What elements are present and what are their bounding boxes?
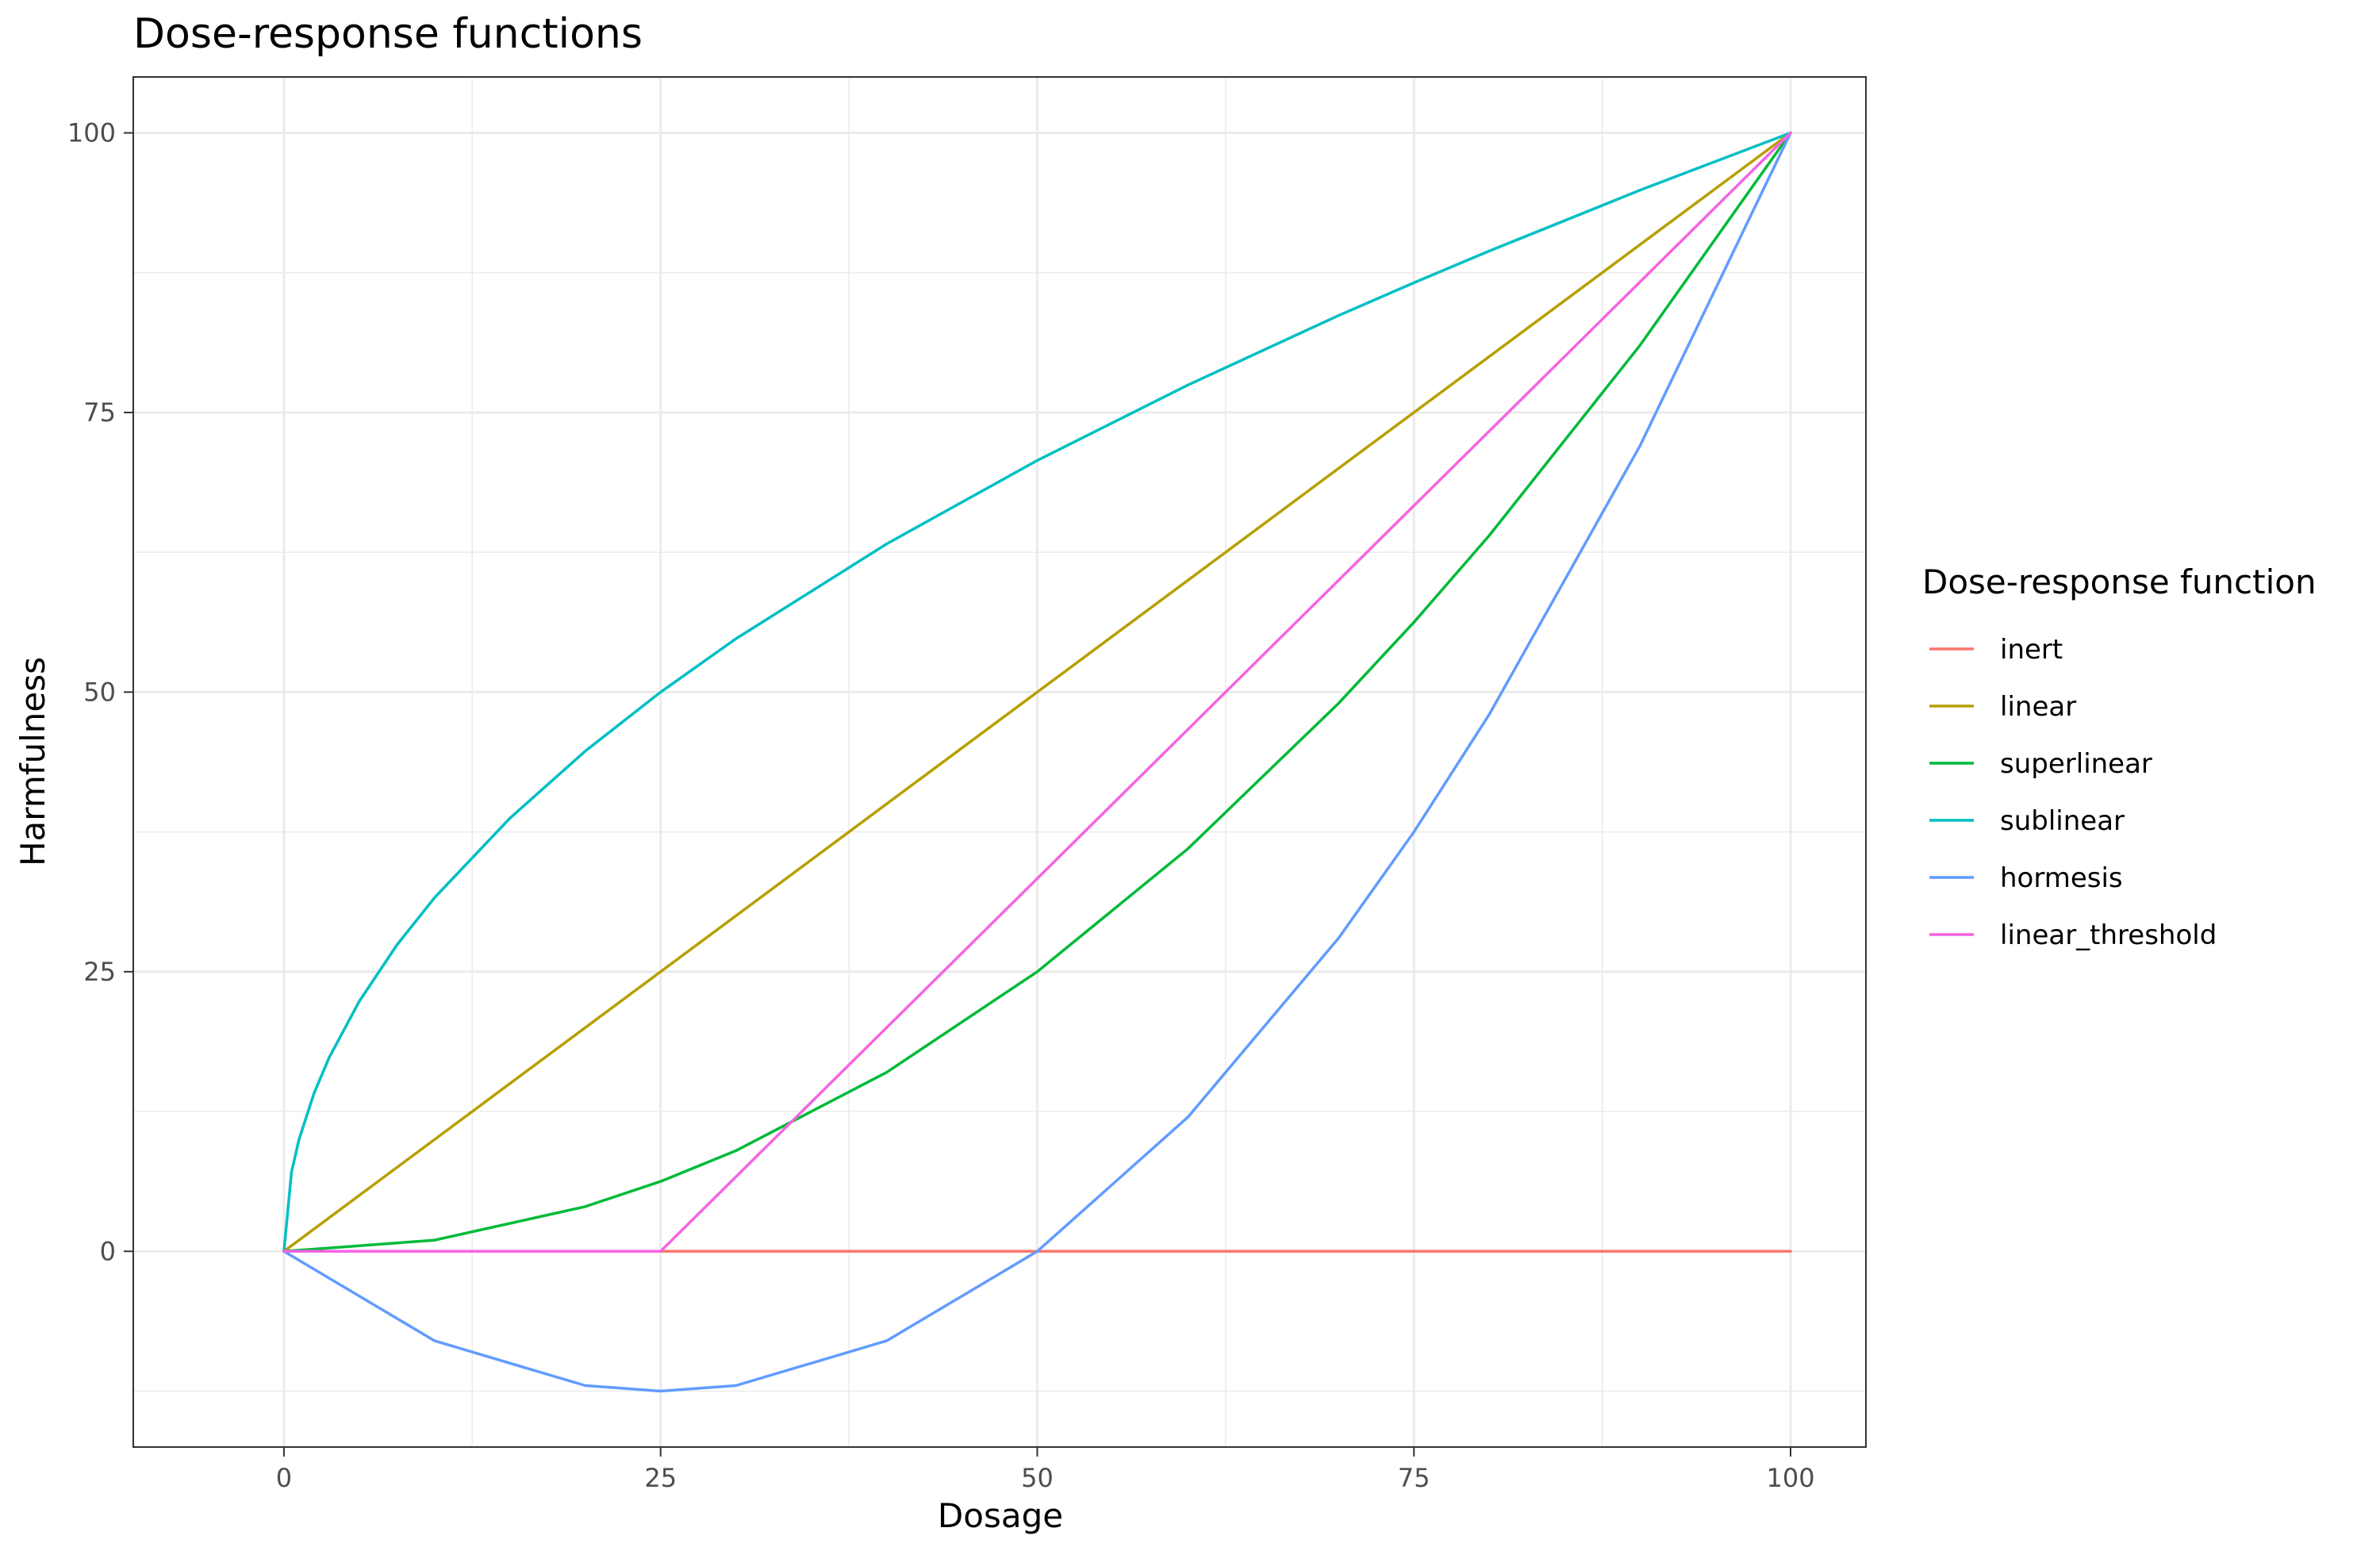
legend-label: sublinear <box>2000 805 2125 837</box>
y-tick-label: 25 <box>83 957 116 987</box>
legend-item: linear_threshold <box>1929 919 2217 951</box>
y-tick-label: 0 <box>100 1236 116 1266</box>
y-tick-label: 100 <box>67 117 116 148</box>
series-line-hormesis <box>282 131 1792 1393</box>
x-tick-label: 50 <box>1021 1463 1054 1493</box>
legend-label: linear_threshold <box>2000 919 2217 951</box>
legend-label: hormesis <box>2000 862 2123 894</box>
x-tick-label: 25 <box>644 1463 677 1493</box>
y-axis-ticks: 0 25 50 75 100 <box>67 117 133 1266</box>
x-tick-label: 0 <box>276 1463 292 1493</box>
legend-label: linear <box>2000 691 2076 723</box>
x-axis-ticks: 0 25 50 75 100 <box>276 1447 1815 1493</box>
legend-label: inert <box>2000 634 2063 666</box>
panel-border <box>132 76 1867 1448</box>
legend-items: inert linear superlinear sublinear hormesis l… <box>1929 634 2217 951</box>
chart-title: Dose-response functions <box>133 10 643 58</box>
series-line-sublinear <box>282 131 1792 1253</box>
legend-item: hormesis <box>1929 862 2123 894</box>
legend-item: inert <box>1929 634 2063 666</box>
series-lines <box>282 131 1792 1393</box>
x-axis-title: Dosage <box>938 1496 1063 1535</box>
legend: Dose-response function inert linear superl… <box>1922 562 2317 951</box>
legend-item: sublinear <box>1929 805 2125 837</box>
series-line-superlinear <box>282 131 1792 1253</box>
legend-label: superlinear <box>2000 748 2152 780</box>
x-tick-label: 100 <box>1767 1463 1815 1493</box>
series-line-linear <box>282 131 1792 1253</box>
x-tick-label: 75 <box>1398 1463 1430 1493</box>
y-tick-label: 50 <box>83 677 116 707</box>
series-line-linear-threshold <box>282 131 1792 1253</box>
y-axis-title: Harmfulness <box>13 657 52 866</box>
legend-item: superlinear <box>1929 748 2152 780</box>
minor-gridlines <box>133 77 1866 1447</box>
y-tick-label: 75 <box>83 397 116 428</box>
legend-title: Dose-response function <box>1922 562 2317 601</box>
legend-item: linear <box>1929 691 2076 723</box>
